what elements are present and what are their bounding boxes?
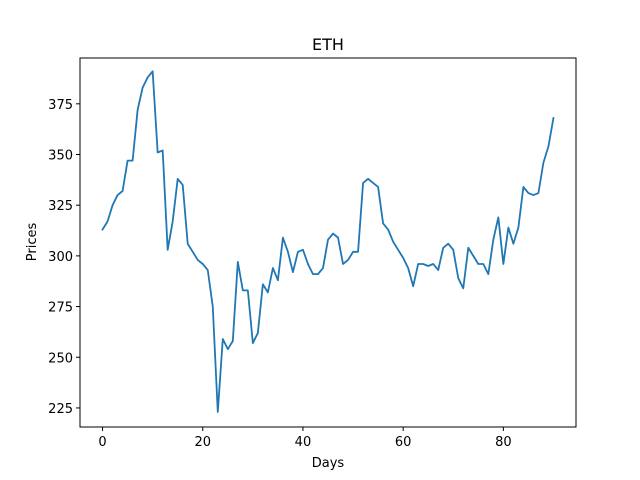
y-tick-label: 325 (48, 199, 73, 214)
x-tick-label: 20 (194, 435, 211, 450)
y-axis-label: Prices (25, 223, 40, 262)
y-tick-label: 375 (48, 98, 73, 113)
y-tick-label: 350 (48, 149, 73, 164)
plot-area (79, 57, 577, 428)
y-axis-ticks: 225 250 275 300 325 350 375 (48, 98, 80, 417)
x-tick-label: 60 (395, 435, 412, 450)
axes-frame (79, 57, 577, 428)
series-group (101, 70, 555, 413)
series-line (101, 70, 555, 413)
y-tick-label: 275 (48, 301, 73, 316)
x-axis-label: Days (312, 456, 345, 471)
chart-title: ETH (312, 35, 344, 54)
y-tick-label: 225 (48, 402, 73, 417)
x-tick-label: 40 (295, 435, 312, 450)
x-tick-label: 80 (495, 435, 512, 450)
y-tick-label: 300 (48, 250, 73, 265)
x-tick-label: 0 (98, 435, 106, 450)
y-tick-label: 250 (48, 351, 73, 366)
x-axis-ticks: 0 20 40 60 80 (98, 427, 512, 450)
